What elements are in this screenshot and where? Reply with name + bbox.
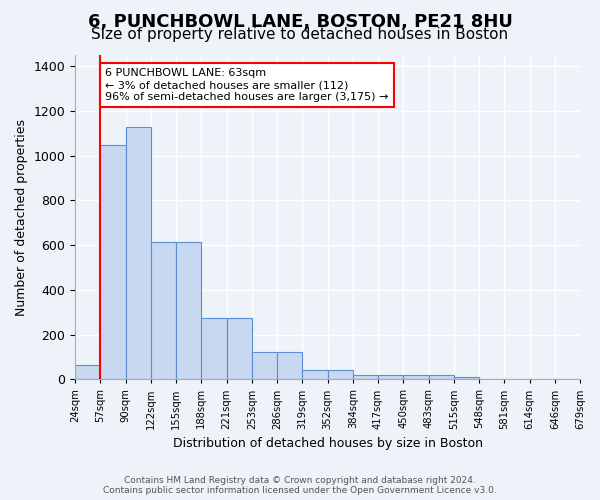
Bar [328,370,353,380]
Bar [428,375,454,380]
Bar [277,352,302,380]
Bar [353,375,378,380]
Bar [302,370,328,380]
Text: 6, PUNCHBOWL LANE, BOSTON, PE21 8HU: 6, PUNCHBOWL LANE, BOSTON, PE21 8HU [88,12,512,30]
Bar [454,377,479,380]
Bar [378,375,403,380]
Y-axis label: Number of detached properties: Number of detached properties [15,118,28,316]
Text: Size of property relative to detached houses in Boston: Size of property relative to detached ho… [91,28,509,42]
Bar [202,318,227,380]
X-axis label: Distribution of detached houses by size in Boston: Distribution of detached houses by size … [173,437,482,450]
Text: 6 PUNCHBOWL LANE: 63sqm
← 3% of detached houses are smaller (112)
96% of semi-de: 6 PUNCHBOWL LANE: 63sqm ← 3% of detached… [106,68,389,102]
Bar [176,242,202,380]
Bar [125,126,151,380]
Bar [403,375,428,380]
Text: Contains HM Land Registry data © Crown copyright and database right 2024.
Contai: Contains HM Land Registry data © Crown c… [103,476,497,495]
Bar [227,318,252,380]
Bar [75,365,100,380]
Bar [100,146,125,380]
Bar [151,242,176,380]
Bar [252,352,277,380]
